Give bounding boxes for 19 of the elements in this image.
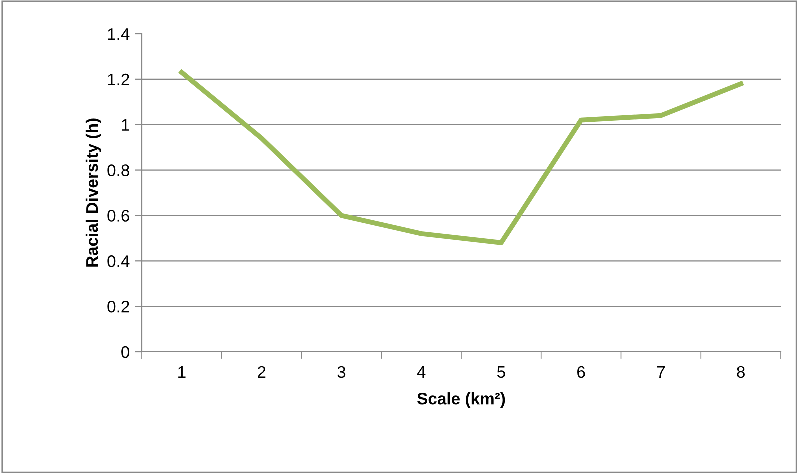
x-tick-label: 5: [497, 366, 506, 378]
y-tick-label: 1.2: [108, 74, 130, 86]
line-series: [180, 70, 744, 246]
y-tick-label: 0.2: [108, 300, 130, 313]
x-tick-label: 2: [258, 366, 266, 378]
x-axis-title: Scale (km²): [418, 392, 506, 408]
y-tick-label: 0.4: [108, 256, 130, 268]
y-tick-label: 0.6: [108, 210, 130, 222]
x-tick-label: 3: [338, 366, 346, 378]
y-tick-label: 0: [122, 346, 130, 358]
y-tick-label: 0.8: [108, 164, 130, 176]
y-tick-label: 1.4: [108, 28, 130, 40]
x-tick-label: 8: [737, 366, 745, 378]
x-tick-label: 7: [657, 366, 665, 378]
y-axis-title: Racial Diversity (h): [86, 118, 102, 267]
x-tick-label: 4: [417, 366, 426, 378]
x-tick-label: 1: [178, 366, 186, 378]
y-tick-label: 1: [122, 119, 130, 131]
x-tick-label: 6: [578, 366, 586, 378]
